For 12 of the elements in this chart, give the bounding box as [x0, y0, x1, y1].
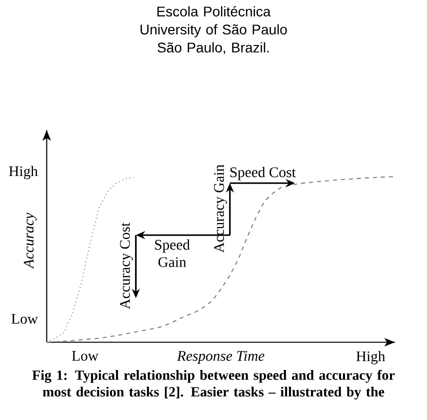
- annotation: Accuracy Gain: [214, 164, 227, 253]
- annotation: Speed Gain: [155, 239, 190, 267]
- text: Low: [72, 350, 98, 361]
- text: High: [356, 350, 386, 364]
- text: High: [9, 166, 38, 180]
- chart-subtitle: Escola Politécnica University of São Paulo São Paulo, Brazil.: [140, 6, 287, 54]
- annotation: Speed Cost: [230, 166, 296, 180]
- text: Low: [12, 314, 38, 324]
- x-axis-title: Response Time: [176, 350, 264, 364]
- y-axis-title: Accuracy: [24, 212, 37, 269]
- annotation: Accuracy Cost: [120, 222, 133, 309]
- caption: Fig 1: Typical relationship between speed and accuracy for most decision tasks [2]. Easier tasks – illustrated by the: [32, 370, 395, 400]
